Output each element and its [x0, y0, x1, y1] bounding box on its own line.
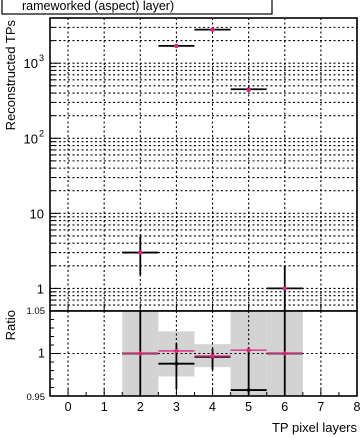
ratio-plot-frame [49, 310, 358, 397]
data-point [174, 348, 179, 354]
x-tick-label: 3 [173, 400, 180, 414]
main-plot-ticks [50, 17, 358, 312]
x-tick-label: 1 [101, 400, 108, 414]
data-point [210, 27, 215, 32]
y-tick-label: 1.05 [27, 306, 46, 317]
legend-box: rameworked (aspect) layer) [1, 0, 273, 15]
main-plot-area [50, 18, 357, 311]
data-point [246, 87, 251, 93]
y-tick-label: 1 [37, 281, 44, 296]
main-plot-grid [50, 17, 358, 312]
data-point [174, 43, 179, 49]
ratio-plot-y-axis-title: Ratio [3, 310, 18, 340]
y-tick-label-exponent: 3 [39, 53, 44, 63]
x-tick-label: 7 [317, 400, 324, 414]
ratio-plot-x-axis-title: TP pixel layers [272, 420, 358, 435]
y-tick-label: 10 [30, 206, 44, 221]
data-point [282, 286, 287, 291]
data-point [138, 250, 143, 255]
data-point [282, 351, 287, 356]
x-tick-label: 4 [209, 400, 216, 414]
data-point [174, 361, 179, 366]
ratio-plot-tick-labels: 0 1 2 3 4 5 6 7 8 0.95 1 1.05 [27, 306, 361, 414]
x-tick-label: 6 [281, 400, 288, 414]
main-plot-y-axis-title: Reconstructed TPs [3, 20, 18, 131]
data-point [210, 353, 215, 359]
y-tick-label: 1 [38, 347, 45, 361]
y-tick-label: 10 [24, 131, 38, 146]
main-plot-data [122, 27, 303, 311]
data-point [246, 347, 251, 353]
x-tick-label: 5 [245, 400, 252, 414]
ratio-plot-data [122, 311, 303, 396]
x-tick-label: 2 [137, 400, 144, 414]
data-point [138, 351, 143, 356]
y-tick-label-exponent: 2 [39, 128, 44, 138]
ratio-plot-panel: 0 1 2 3 4 5 6 7 8 0.95 1 1.05 Ratio TP pixel layers [3, 306, 361, 435]
x-tick-label: 8 [354, 400, 361, 414]
x-tick-label: 0 [65, 400, 72, 414]
legend-text: rameworked (aspect) layer) [22, 0, 174, 13]
y-tick-label: 10 [24, 56, 38, 71]
y-tick-label: 0.95 [27, 392, 46, 403]
